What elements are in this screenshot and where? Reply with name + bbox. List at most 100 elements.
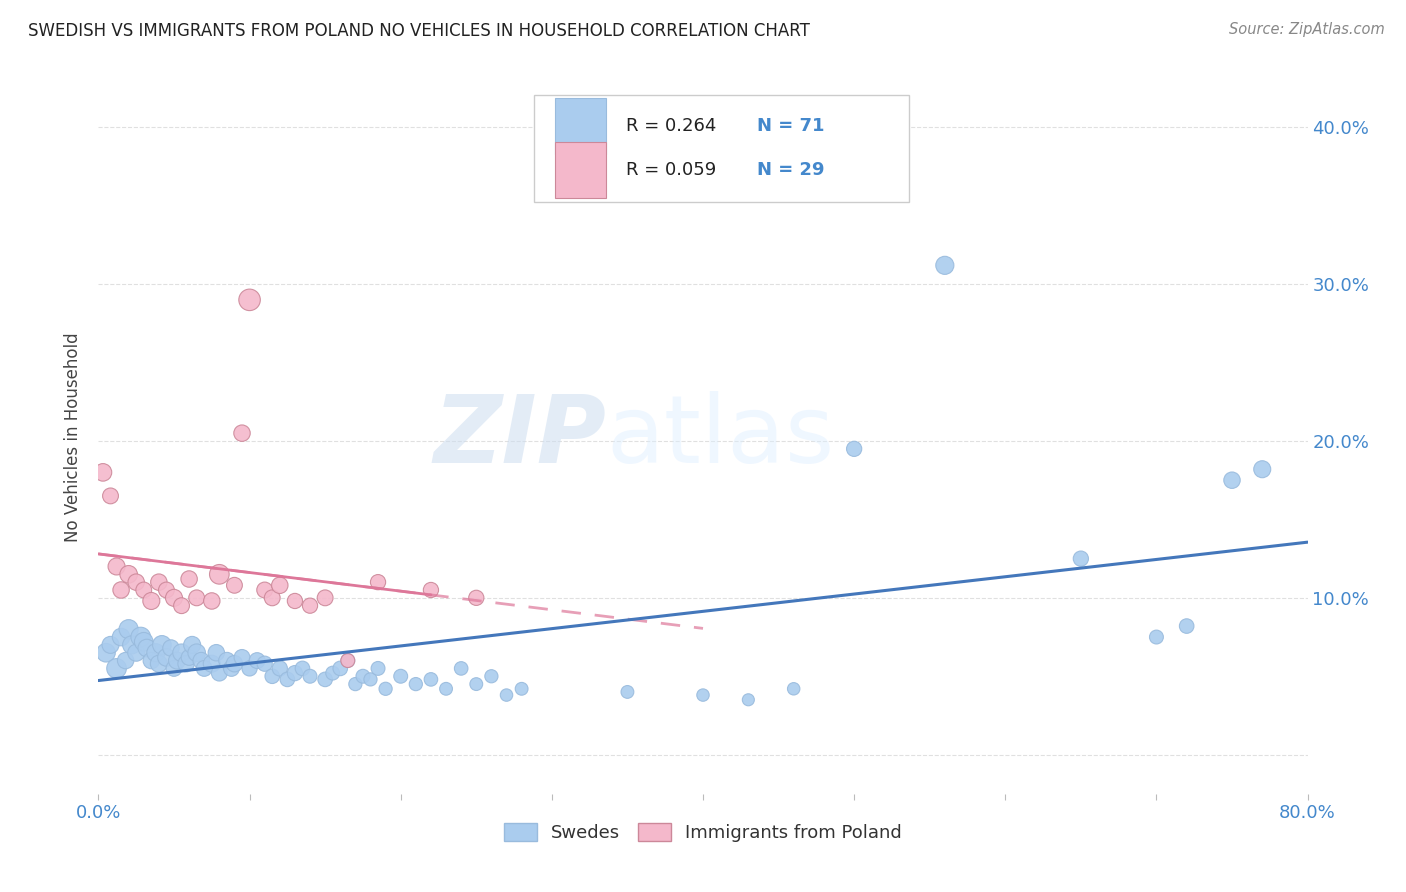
Point xyxy=(389,669,412,683)
Point xyxy=(141,654,163,668)
Point xyxy=(208,567,231,582)
Point xyxy=(737,693,759,707)
Point xyxy=(135,640,157,655)
Point xyxy=(262,669,284,683)
Point xyxy=(352,669,374,683)
Text: N = 29: N = 29 xyxy=(758,161,825,179)
Point xyxy=(91,466,114,480)
Point xyxy=(155,650,177,665)
Point xyxy=(367,661,389,675)
Point xyxy=(205,646,228,660)
Text: SWEDISH VS IMMIGRANTS FROM POLAND NO VEHICLES IN HOUSEHOLD CORRELATION CHART: SWEDISH VS IMMIGRANTS FROM POLAND NO VEH… xyxy=(28,22,810,40)
Point xyxy=(299,669,322,683)
Point xyxy=(125,646,148,660)
Point xyxy=(269,661,291,675)
Point xyxy=(336,654,359,668)
Point xyxy=(1251,462,1274,476)
Y-axis label: No Vehicles in Household: No Vehicles in Household xyxy=(65,332,83,542)
Text: Source: ZipAtlas.com: Source: ZipAtlas.com xyxy=(1229,22,1385,37)
Point xyxy=(125,575,148,590)
Point xyxy=(105,661,128,675)
Point xyxy=(186,646,208,660)
Point xyxy=(148,575,170,590)
Point xyxy=(360,673,382,687)
Point xyxy=(262,591,284,605)
Point xyxy=(269,578,291,592)
Point xyxy=(221,661,243,675)
Point xyxy=(405,677,427,691)
Point xyxy=(114,654,136,668)
Point xyxy=(181,638,204,652)
Point xyxy=(314,591,336,605)
Point xyxy=(193,661,215,675)
Point xyxy=(1220,473,1243,487)
Point xyxy=(239,661,262,675)
Point xyxy=(616,685,638,699)
Point xyxy=(163,591,186,605)
Point xyxy=(314,673,336,687)
Point xyxy=(291,661,314,675)
Point xyxy=(118,622,141,636)
Point xyxy=(231,650,253,665)
Point xyxy=(783,681,806,696)
Point xyxy=(692,688,714,702)
Point xyxy=(121,638,143,652)
Point xyxy=(420,673,443,687)
Point xyxy=(129,630,152,644)
Point xyxy=(118,567,141,582)
Point xyxy=(141,594,163,608)
Legend: Swedes, Immigrants from Poland: Swedes, Immigrants from Poland xyxy=(496,815,910,849)
Point xyxy=(201,594,224,608)
Point xyxy=(224,657,246,671)
Point xyxy=(329,661,352,675)
Point xyxy=(132,634,155,648)
Point xyxy=(190,654,212,668)
Point xyxy=(132,582,155,597)
Point xyxy=(94,646,117,660)
Point xyxy=(174,657,197,671)
Point xyxy=(100,489,122,503)
Point xyxy=(284,666,307,681)
Point xyxy=(1144,630,1167,644)
Text: atlas: atlas xyxy=(606,391,835,483)
Point xyxy=(186,591,208,605)
Text: N = 71: N = 71 xyxy=(758,117,825,135)
Point xyxy=(495,688,517,702)
Point xyxy=(179,650,201,665)
FancyBboxPatch shape xyxy=(534,95,908,202)
Point xyxy=(148,657,170,671)
Point xyxy=(170,646,193,660)
Point xyxy=(510,681,533,696)
Point xyxy=(253,582,276,597)
Point xyxy=(110,630,132,644)
Point xyxy=(420,582,443,597)
Point xyxy=(934,258,956,272)
Point xyxy=(299,599,322,613)
Point xyxy=(231,426,253,441)
Point xyxy=(450,661,472,675)
Point xyxy=(224,578,246,592)
Point xyxy=(105,559,128,574)
Text: R = 0.264: R = 0.264 xyxy=(626,117,716,135)
Point xyxy=(150,638,173,652)
Text: ZIP: ZIP xyxy=(433,391,606,483)
Point xyxy=(284,594,307,608)
Point xyxy=(481,669,503,683)
FancyBboxPatch shape xyxy=(555,98,606,154)
Point xyxy=(322,666,344,681)
Point xyxy=(208,666,231,681)
Point xyxy=(374,681,396,696)
Text: R = 0.059: R = 0.059 xyxy=(626,161,716,179)
Point xyxy=(1175,619,1198,633)
Point xyxy=(201,657,224,671)
Point xyxy=(179,572,201,586)
Point xyxy=(145,646,167,660)
Point xyxy=(253,657,276,671)
Point xyxy=(170,599,193,613)
Point xyxy=(465,677,488,691)
Point xyxy=(465,591,488,605)
Point xyxy=(100,638,122,652)
Point xyxy=(276,673,298,687)
Point xyxy=(844,442,866,456)
Point xyxy=(344,677,367,691)
